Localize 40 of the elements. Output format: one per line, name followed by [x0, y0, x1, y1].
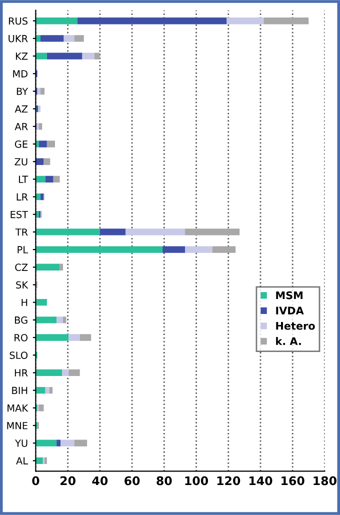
y-tick-label: AL [16, 457, 28, 464]
y-tick-label: SK [16, 281, 28, 289]
x-tick-label: 60 [124, 476, 140, 486]
x-tick-label: 0 [32, 476, 40, 486]
y-tick-label: BY [16, 88, 28, 95]
y-tick-label: MD [13, 70, 28, 78]
y-tick-label: LR [16, 193, 28, 200]
y-tick-label: LT [18, 176, 28, 183]
y-tick-label: GE [14, 140, 28, 148]
legend-label: MSM [276, 291, 302, 300]
y-tick-label: ZU [14, 158, 28, 166]
legend-label: IVDA [276, 306, 304, 314]
legend-label: Hetero [276, 322, 315, 330]
y-tick-label: PL [18, 246, 28, 254]
y-tick-label: UKR [8, 35, 28, 42]
y-tick-label: BIH [12, 386, 28, 394]
x-tick-label: 100 [185, 476, 208, 486]
x-tick-label: 80 [156, 476, 172, 486]
y-tick-label: HR [14, 369, 28, 376]
y-tick-label: MAK [8, 404, 28, 412]
y-tick-label: MNE [7, 422, 28, 430]
y-tick-label: H [22, 298, 28, 306]
y-tick-label: KZ [16, 52, 28, 60]
y-tick-label: AZ [14, 105, 28, 113]
y-tick-label: BG [14, 316, 28, 324]
x-tick-label: 20 [60, 476, 76, 486]
x-tick-label: 140 [249, 476, 272, 486]
y-tick-label: SLO [10, 352, 28, 359]
x-tick-label: 120 [217, 476, 240, 486]
x-tick-label: 180 [314, 476, 336, 486]
y-tick-label: RO [14, 334, 28, 342]
y-tick-label: TR [15, 228, 28, 236]
legend-label: k. A. [276, 337, 301, 345]
y-tick-label: CZ [15, 264, 28, 271]
y-tick-label: RUS [8, 17, 28, 25]
x-tick-label: 40 [92, 476, 108, 486]
y-tick-label: YU [14, 440, 28, 447]
y-tick-label: AR [14, 123, 28, 130]
x-tick-label: 160 [282, 476, 304, 486]
y-tick-label: EST [10, 210, 28, 218]
